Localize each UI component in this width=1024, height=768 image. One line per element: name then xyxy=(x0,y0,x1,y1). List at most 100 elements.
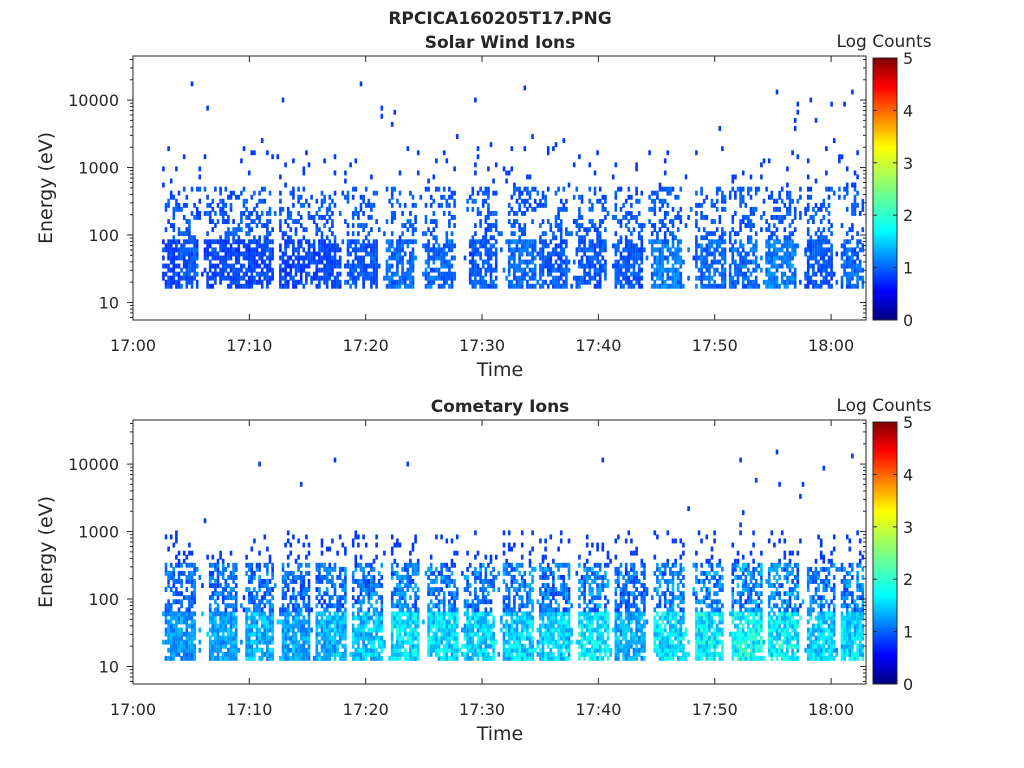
count-pixel xyxy=(390,255,394,261)
count-pixel xyxy=(375,583,378,588)
count-pixel xyxy=(624,215,628,220)
count-pixel xyxy=(258,607,261,613)
count-pixel xyxy=(344,263,347,269)
count-pixel xyxy=(518,206,521,212)
count-pixel xyxy=(455,534,459,540)
count-pixel xyxy=(432,227,436,233)
count-pixel xyxy=(427,607,430,613)
count-pixel xyxy=(778,219,781,224)
count-pixel xyxy=(450,562,454,568)
count-pixel xyxy=(793,117,797,123)
count-pixel xyxy=(390,239,394,245)
count-pixel xyxy=(263,591,267,597)
count-pixel xyxy=(255,623,259,629)
count-pixel xyxy=(359,623,363,629)
count-pixel xyxy=(253,619,256,625)
count-pixel xyxy=(565,263,568,269)
count-pixel xyxy=(510,263,514,269)
count-pixel xyxy=(614,279,618,285)
count-pixel xyxy=(523,211,527,216)
count-pixel xyxy=(169,607,173,613)
count-pixel xyxy=(299,275,303,281)
count-pixel xyxy=(461,570,464,576)
count-pixel xyxy=(455,607,459,613)
count-pixel xyxy=(320,655,324,661)
count-pixel xyxy=(344,635,347,641)
count-pixel xyxy=(721,275,724,281)
count-pixel xyxy=(364,579,368,584)
count-pixel xyxy=(676,283,680,289)
count-pixel xyxy=(770,231,774,237)
count-pixel xyxy=(370,255,373,261)
count-pixel xyxy=(666,283,670,289)
count-pixel xyxy=(312,655,316,661)
count-pixel xyxy=(429,283,433,289)
count-pixel xyxy=(427,631,430,637)
count-pixel xyxy=(411,546,415,552)
count-pixel xyxy=(489,247,493,253)
count-pixel xyxy=(754,267,758,273)
count-pixel xyxy=(390,534,394,540)
count-pixel xyxy=(450,558,454,564)
count-pixel xyxy=(214,562,217,568)
count-pixel xyxy=(663,186,667,192)
count-pixel xyxy=(390,211,394,216)
count-pixel xyxy=(474,647,477,653)
count-pixel xyxy=(253,599,256,605)
count-pixel xyxy=(575,223,579,228)
count-pixel xyxy=(406,283,410,289)
count-pixel xyxy=(817,259,820,265)
count-pixel xyxy=(323,275,326,281)
count-pixel xyxy=(507,259,511,265)
count-pixel xyxy=(507,247,511,253)
count-pixel xyxy=(297,562,300,568)
count-pixel xyxy=(635,219,638,224)
count-pixel xyxy=(624,255,628,261)
count-pixel xyxy=(221,655,225,661)
count-pixel xyxy=(385,275,389,281)
count-pixel xyxy=(658,283,662,289)
count-pixel xyxy=(601,206,605,212)
count-pixel xyxy=(232,271,235,277)
count-pixel xyxy=(190,575,194,580)
count-pixel xyxy=(333,283,337,289)
count-pixel xyxy=(167,635,170,641)
count-pixel xyxy=(263,619,267,625)
count-pixel xyxy=(245,223,248,228)
count-pixel xyxy=(806,255,810,261)
count-pixel xyxy=(718,219,722,224)
count-pixel xyxy=(455,651,459,657)
count-pixel xyxy=(611,215,615,220)
count-pixel xyxy=(396,635,399,641)
count-pixel xyxy=(705,231,709,237)
count-pixel xyxy=(474,198,477,204)
count-pixel xyxy=(739,190,742,196)
count-pixel xyxy=(188,579,191,584)
count-pixel xyxy=(749,174,753,180)
count-pixel xyxy=(344,615,347,621)
count-pixel xyxy=(861,206,865,212)
count-pixel xyxy=(331,575,334,580)
count-pixel xyxy=(206,202,209,208)
count-pixel xyxy=(523,267,527,273)
count-pixel xyxy=(281,635,285,641)
count-pixel xyxy=(435,587,438,592)
count-pixel xyxy=(554,243,558,249)
count-pixel xyxy=(318,247,321,253)
count-pixel xyxy=(827,202,831,208)
count-pixel xyxy=(754,186,758,192)
count-pixel xyxy=(266,219,269,224)
count-pixel xyxy=(804,206,807,212)
count-pixel xyxy=(627,194,631,200)
count-pixel xyxy=(177,570,181,576)
count-pixel xyxy=(354,186,358,192)
count-pixel xyxy=(182,239,186,245)
count-pixel xyxy=(208,243,212,249)
count-pixel xyxy=(637,279,641,285)
count-pixel xyxy=(180,579,183,584)
count-pixel xyxy=(713,259,716,265)
count-pixel xyxy=(221,615,225,621)
count-pixel xyxy=(390,279,394,285)
count-pixel xyxy=(180,231,183,237)
count-pixel xyxy=(377,623,381,629)
